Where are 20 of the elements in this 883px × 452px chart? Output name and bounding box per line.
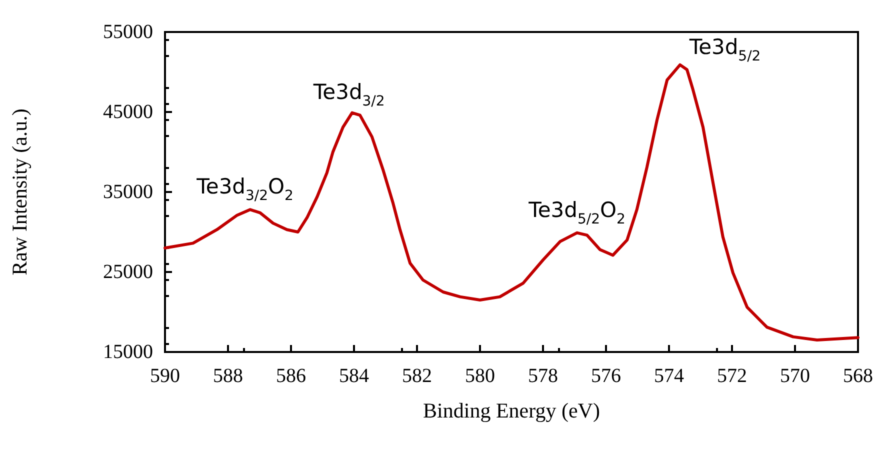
x-tick-label: 578 xyxy=(528,365,558,387)
y-tick-label: 45000 xyxy=(103,101,153,123)
line-series xyxy=(164,63,860,342)
x-tick-label: 584 xyxy=(339,365,369,387)
y-tick-label: 35000 xyxy=(103,181,153,203)
x-tick-label: 588 xyxy=(213,365,243,387)
x-tick-label: 590 xyxy=(150,365,180,387)
y-tick-label: 55000 xyxy=(103,21,153,43)
y-axis-title: Raw Intensity (a.u.) xyxy=(8,108,32,276)
x-tick-label: 576 xyxy=(591,365,621,387)
x-tick-label: 572 xyxy=(717,365,747,387)
x-tick-label: 582 xyxy=(402,365,432,387)
y-tick-label: 15000 xyxy=(103,341,153,363)
y-tick-label: 25000 xyxy=(103,261,153,283)
x-axis-title: Binding Energy (eV) xyxy=(423,398,600,422)
x-tick-label: 570 xyxy=(780,365,810,387)
x-tick-label: 574 xyxy=(654,365,684,387)
x-tick-label: 580 xyxy=(465,365,495,387)
x-tick-label: 586 xyxy=(276,365,306,387)
x-tick-label: 568 xyxy=(843,365,873,387)
